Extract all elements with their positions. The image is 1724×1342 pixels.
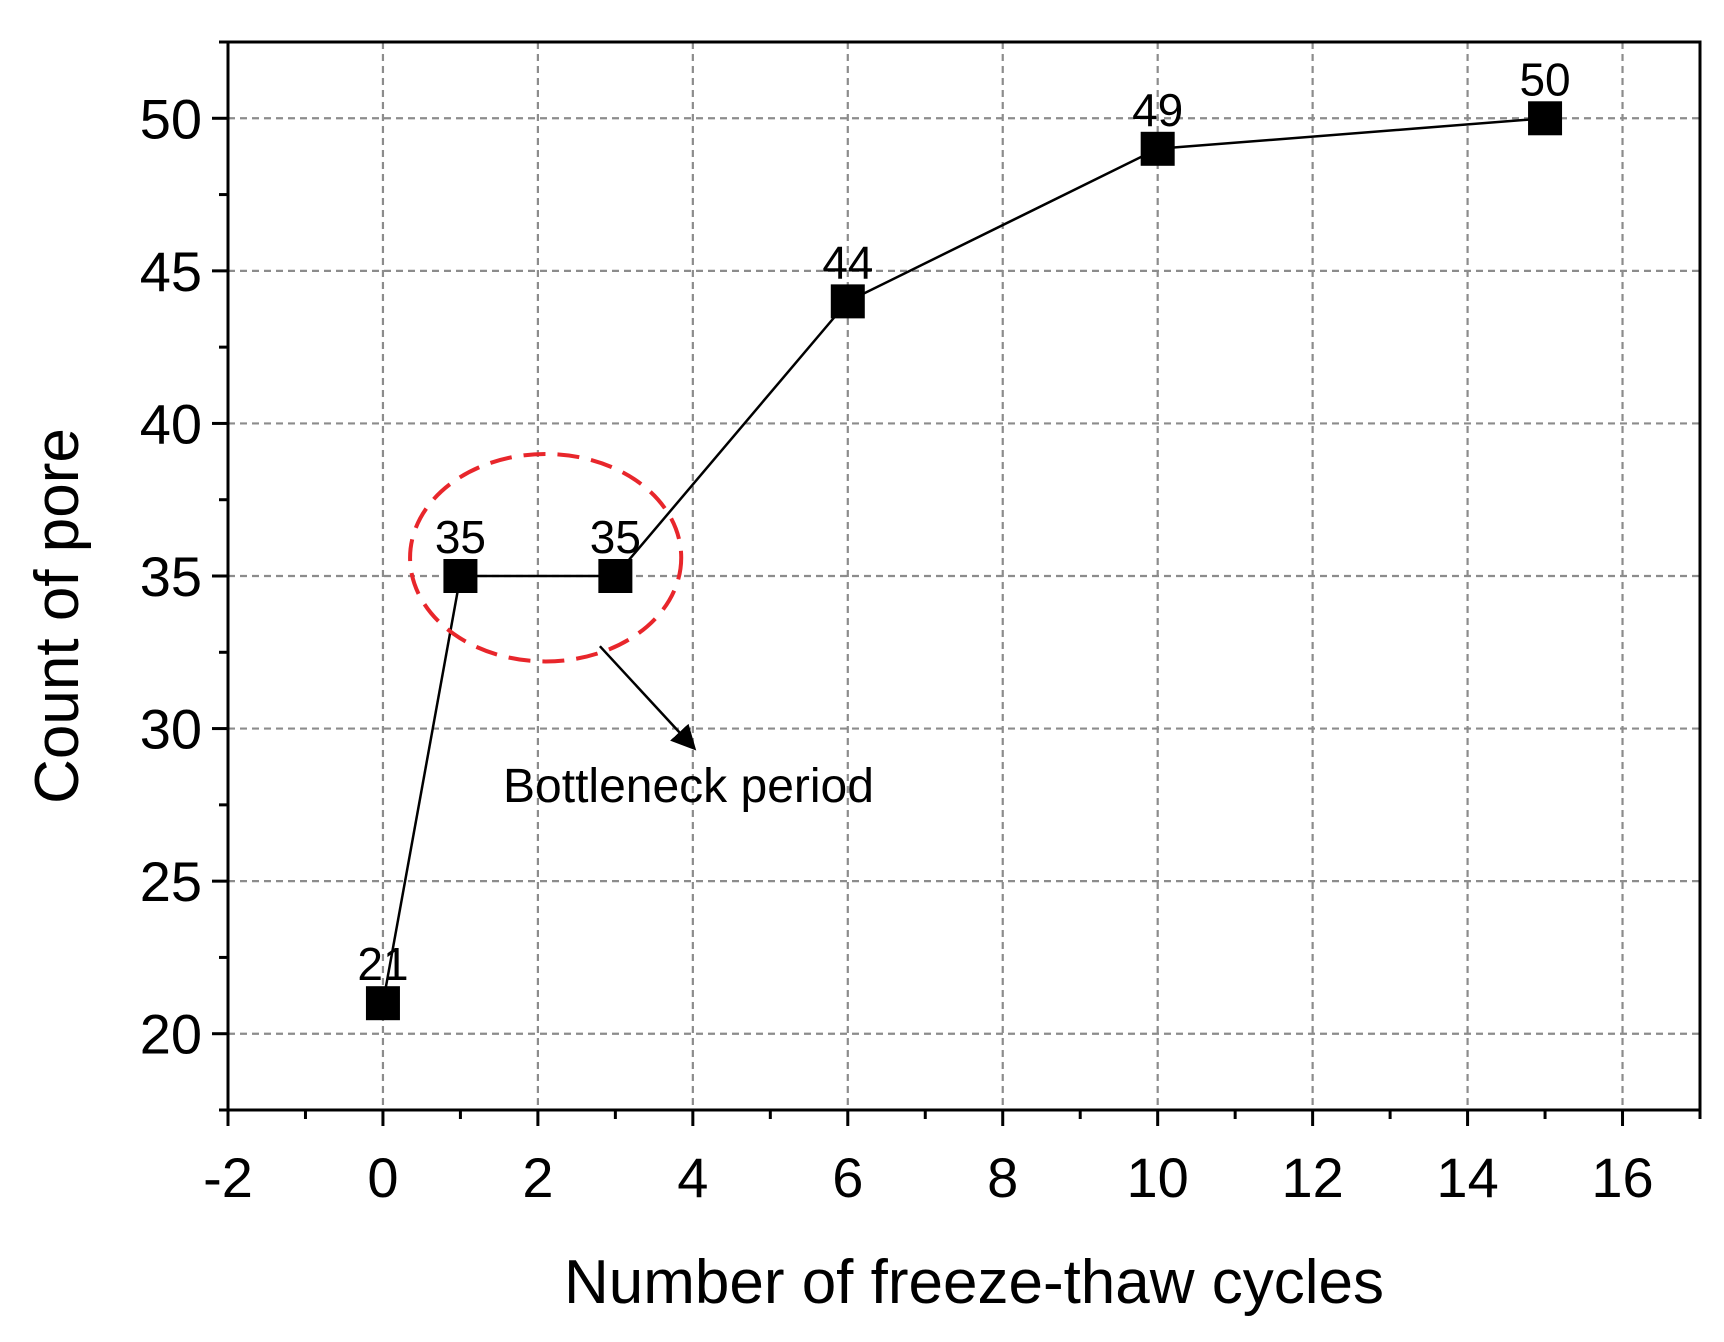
x-tick-label: 6 <box>832 1146 863 1209</box>
x-tick-label: 0 <box>367 1146 398 1209</box>
grid-lines <box>228 42 1700 1110</box>
annotation-layer: Bottleneck period <box>408 451 874 813</box>
annotation-text: Bottleneck period <box>503 760 874 813</box>
data-label: 44 <box>822 236 873 288</box>
y-tick-label: 45 <box>140 240 202 303</box>
x-axis-title: Number of freeze-thaw cycles <box>564 1248 1384 1317</box>
x-tick-label: 12 <box>1281 1146 1343 1209</box>
series-layer: 21 35 35 44 49 50 <box>357 53 1571 1021</box>
y-tick-label: 20 <box>140 1003 202 1066</box>
x-tick-label: 14 <box>1436 1146 1498 1209</box>
series-line-segment <box>381 575 462 1004</box>
data-label: 35 <box>435 511 486 563</box>
y-tick-label: 30 <box>140 698 202 761</box>
data-point-marker <box>443 559 478 593</box>
y-tick-labels: 20 25 30 35 40 45 50 <box>140 87 202 1065</box>
data-point-marker <box>1140 131 1175 166</box>
series-line-segment <box>1157 117 1546 151</box>
bottleneck-highlight-ellipse <box>408 451 684 664</box>
data-label: 49 <box>1132 84 1183 136</box>
y-axis-title: Count of pore <box>23 428 92 804</box>
y-tick-label: 50 <box>140 87 202 150</box>
data-point-marker <box>1528 101 1563 136</box>
minor-ticks <box>219 40 1702 1119</box>
data-label: 35 <box>590 511 641 563</box>
series-line-segment <box>847 147 1159 303</box>
y-tick-label: 35 <box>140 545 202 608</box>
x-tick-labels: -2 0 2 4 6 8 10 12 14 16 <box>203 1146 1654 1209</box>
x-tick-label: 10 <box>1127 1146 1189 1209</box>
x-tick-label: 4 <box>677 1146 708 1209</box>
annotation-arrow <box>598 645 697 751</box>
major-ticks <box>212 116 1625 1126</box>
data-point-marker <box>598 559 633 593</box>
data-label: 50 <box>1519 53 1570 105</box>
data-point-marker <box>830 284 865 319</box>
data-label: 21 <box>357 938 408 990</box>
data-point-marker <box>365 986 400 1021</box>
y-tick-label: 40 <box>140 392 202 455</box>
x-tick-label: 8 <box>987 1146 1018 1209</box>
x-tick-label: 2 <box>522 1146 553 1209</box>
x-tick-label: -2 <box>203 1146 253 1209</box>
x-tick-label: 16 <box>1591 1146 1653 1209</box>
series-line-segment <box>614 300 849 577</box>
y-tick-label: 25 <box>140 850 202 913</box>
plot-frame <box>226 40 1702 1112</box>
